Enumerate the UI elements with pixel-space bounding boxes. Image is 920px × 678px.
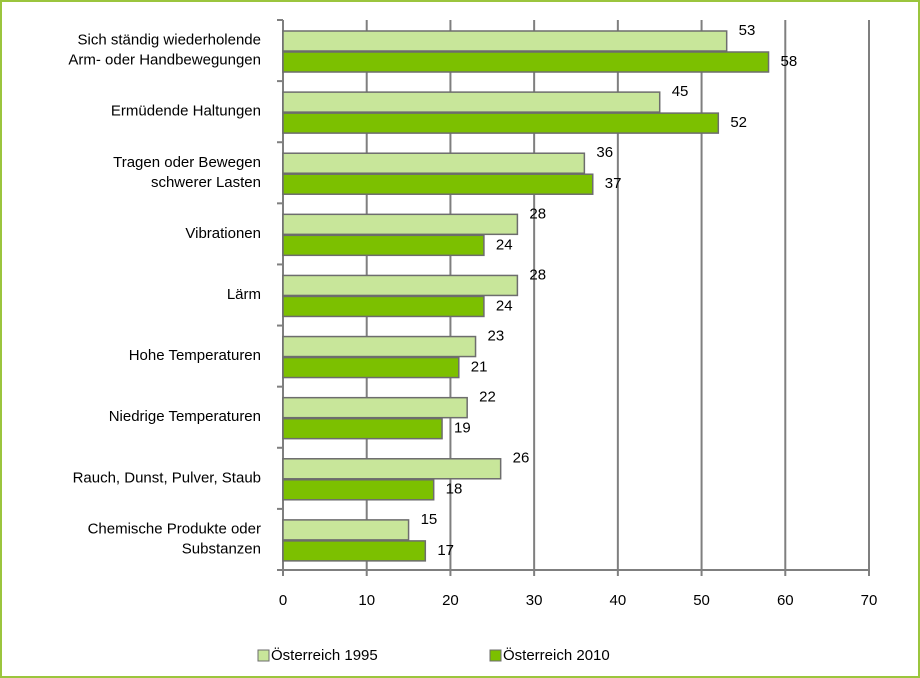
x-tick-label: 10 [358,592,375,609]
y-tick-label: Rauch, Dunst, Pulver, Staub [73,469,261,486]
bar [282,234,485,257]
value-label: 21 [471,359,488,376]
value-label: 19 [454,420,471,437]
x-tick-label: 40 [610,592,627,609]
value-label: 45 [672,83,689,100]
bar [282,458,502,480]
value-label: 18 [446,481,463,498]
bar [282,479,435,501]
value-label: 28 [529,266,546,283]
y-tick-label: Vibrationen [185,225,261,242]
legend-label: Österreich 2010 [503,646,610,664]
bar [282,396,468,419]
x-tick-label: 50 [693,592,710,609]
bar [282,112,720,134]
bar [282,152,586,174]
bar [282,335,477,358]
bar [282,30,728,52]
x-tick-label: 0 [279,592,287,609]
y-tick-label: Ermüdende Haltungen [111,103,261,120]
value-label: 24 [496,236,513,253]
legend-swatch [257,649,270,662]
bar [282,417,443,440]
legend-label: Österreich 1995 [271,646,378,664]
y-tick-label: Lärm [227,286,261,303]
bar [282,91,661,113]
value-label: 37 [605,175,622,192]
bar [282,519,410,541]
x-tick-label: 70 [861,592,878,609]
bar [282,213,519,236]
value-label: 53 [739,22,756,39]
y-tick-label: Chemische Produkte oder Substanzen [88,520,261,557]
bar [282,51,770,73]
value-label: 58 [781,53,798,70]
y-tick-label: Hohe Temperaturen [129,347,261,364]
x-tick-label: 20 [442,592,459,609]
y-tick-label: Sich ständig wiederholende Arm- oder Hand… [68,32,261,69]
y-tick-label: Niedrige Temperaturen [109,408,261,425]
bar [282,295,485,318]
value-label: 22 [479,389,496,406]
value-label: 52 [730,114,747,131]
value-label: 15 [421,511,438,528]
value-label: 23 [488,328,505,345]
bar [282,274,519,297]
value-label: 26 [513,450,530,467]
x-tick-label: 60 [777,592,794,609]
value-label: 17 [437,542,454,559]
bar [282,173,594,195]
bar [282,356,460,379]
value-label: 36 [596,144,613,161]
value-label: 24 [496,297,513,314]
y-tick-label: Tragen oder Bewegen schwerer Lasten [113,154,261,191]
value-label: 28 [529,205,546,222]
legend-swatch [489,649,502,662]
x-tick-label: 30 [526,592,543,609]
bar [282,540,427,562]
